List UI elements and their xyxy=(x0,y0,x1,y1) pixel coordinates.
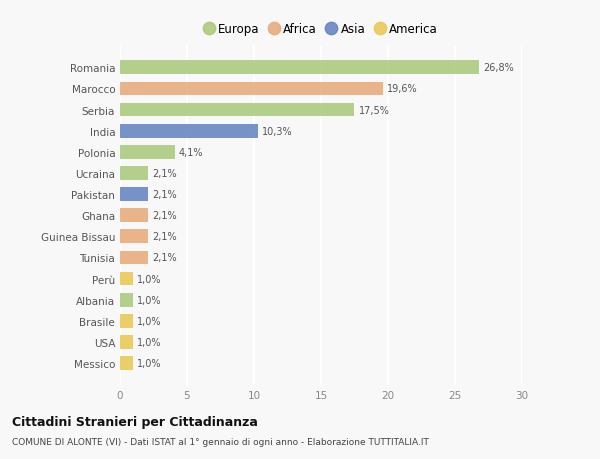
Bar xyxy=(120,188,148,202)
Bar xyxy=(120,272,133,286)
Text: 1,0%: 1,0% xyxy=(137,274,162,284)
Bar xyxy=(120,336,133,349)
Bar xyxy=(120,230,148,244)
Bar xyxy=(120,103,355,117)
Text: COMUNE DI ALONTE (VI) - Dati ISTAT al 1° gennaio di ogni anno - Elaborazione TUT: COMUNE DI ALONTE (VI) - Dati ISTAT al 1°… xyxy=(12,437,429,446)
Text: 1,0%: 1,0% xyxy=(137,358,162,368)
Bar xyxy=(120,357,133,370)
Text: 17,5%: 17,5% xyxy=(359,106,389,115)
Text: 2,1%: 2,1% xyxy=(152,211,177,221)
Text: 10,3%: 10,3% xyxy=(262,126,293,136)
Text: 2,1%: 2,1% xyxy=(152,253,177,263)
Bar xyxy=(120,83,383,96)
Text: 26,8%: 26,8% xyxy=(483,63,514,73)
Bar xyxy=(120,314,133,328)
Bar xyxy=(120,209,148,223)
Bar xyxy=(120,146,175,159)
Bar xyxy=(120,124,258,138)
Legend: Europa, Africa, Asia, America: Europa, Africa, Asia, America xyxy=(199,18,443,40)
Text: 2,1%: 2,1% xyxy=(152,232,177,242)
Text: 2,1%: 2,1% xyxy=(152,190,177,200)
Text: Cittadini Stranieri per Cittadinanza: Cittadini Stranieri per Cittadinanza xyxy=(12,415,258,428)
Text: 2,1%: 2,1% xyxy=(152,168,177,179)
Bar xyxy=(120,167,148,180)
Bar xyxy=(120,293,133,307)
Text: 1,0%: 1,0% xyxy=(137,316,162,326)
Text: 19,6%: 19,6% xyxy=(386,84,417,94)
Bar xyxy=(120,62,479,75)
Text: 4,1%: 4,1% xyxy=(179,147,203,157)
Bar xyxy=(120,251,148,265)
Text: 1,0%: 1,0% xyxy=(137,295,162,305)
Text: 1,0%: 1,0% xyxy=(137,337,162,347)
